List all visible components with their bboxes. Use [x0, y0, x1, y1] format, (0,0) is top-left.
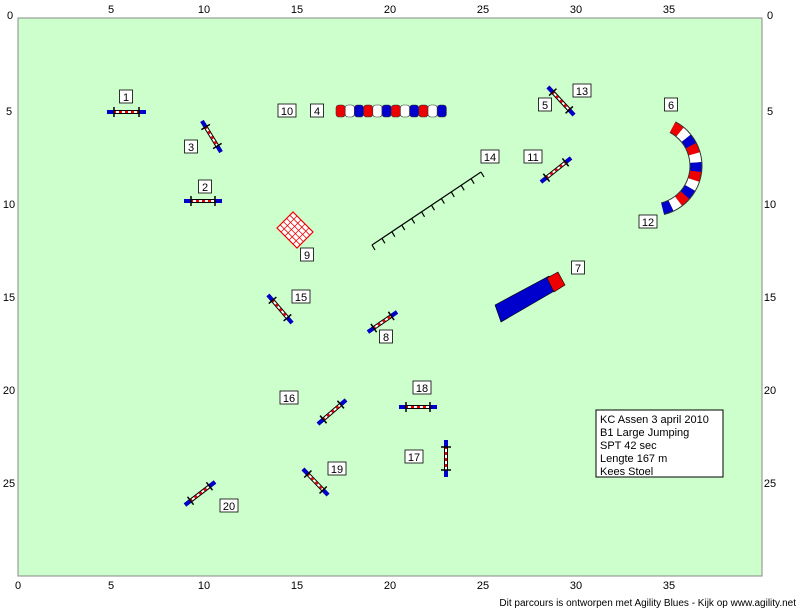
x-tick-label: 25 — [477, 580, 489, 592]
y-tick-label: 20 — [3, 385, 15, 397]
y-tick-label: 10 — [764, 199, 776, 211]
tunnel-segment — [345, 105, 354, 117]
obstacle-number: 12 — [642, 217, 654, 229]
y-tick-label: 5 — [6, 106, 12, 118]
obstacle-number: 18 — [416, 383, 428, 395]
obstacle-number: 7 — [575, 263, 581, 275]
tunnel-segment — [671, 201, 679, 206]
footer: Dit parcours is ontworpen met Agility Bl… — [499, 598, 796, 609]
x-tick-label: 20 — [384, 580, 396, 592]
obstacle-number: 2 — [202, 182, 208, 194]
tunnel-segment — [364, 105, 373, 117]
y-tick-label: 15 — [3, 292, 15, 304]
tunnel-segment — [694, 154, 696, 163]
x-tick-label: 5 — [108, 580, 114, 592]
x-tick-label: 10 — [198, 580, 210, 592]
x-tick-label: 30 — [570, 4, 582, 16]
info-line: Lengte 167 m — [600, 453, 667, 465]
info-line: SPT 42 sec — [600, 440, 657, 452]
obstacle-number: 17 — [408, 452, 420, 464]
y-tick-label: 15 — [764, 292, 776, 304]
obstacle-number: 1 — [123, 92, 129, 104]
obstacle-number: 20 — [223, 501, 235, 513]
info-line: Kees Stoel — [600, 466, 653, 478]
x-tick-label: 5 — [108, 4, 114, 16]
tunnel-segment — [428, 105, 437, 117]
x-tick-label: 35 — [663, 4, 675, 16]
tunnel-segment — [391, 105, 400, 117]
tunnel-segment — [400, 105, 409, 117]
tunnel-segment — [686, 138, 691, 145]
y-tick-label: 25 — [3, 478, 15, 490]
obstacle-number: 8 — [383, 332, 389, 344]
x-tick-label: 15 — [291, 4, 303, 16]
y-tick-label: 20 — [764, 385, 776, 397]
info-line: B1 Large Jumping — [600, 427, 689, 439]
tunnel-segment — [680, 132, 686, 138]
tunnel-segment — [673, 127, 680, 132]
x-tick-label: 15 — [291, 580, 303, 592]
obstacle-number: 6 — [668, 100, 674, 112]
y-tick-label: 25 — [764, 478, 776, 490]
y-tick-label: 0 — [767, 10, 773, 22]
tunnel-segment — [419, 105, 428, 117]
x-tick-label: 0 — [7, 10, 13, 22]
obstacle-number: 15 — [295, 292, 307, 304]
tunnel-segment — [691, 146, 694, 154]
x-tick-label: 20 — [384, 4, 396, 16]
tunnel-segment — [690, 180, 694, 188]
y-tick-label: 5 — [767, 106, 773, 118]
x-tick-label: 0 — [15, 580, 21, 592]
obstacle-number: 10 — [281, 106, 293, 118]
tunnel-segment — [678, 195, 684, 201]
obstacle-number: 5 — [542, 100, 548, 112]
obstacle-number: 19 — [331, 464, 343, 476]
obstacle-number: 3 — [188, 142, 194, 154]
x-tick-label: 30 — [570, 580, 582, 592]
obstacle-number: 16 — [283, 393, 295, 405]
y-tick-label: 10 — [3, 199, 15, 211]
tunnel-segment — [410, 105, 419, 117]
tunnel-segment — [685, 188, 690, 195]
x-tick-label: 25 — [477, 4, 489, 16]
tunnel-segment — [336, 105, 345, 117]
obstacle-number: 9 — [304, 250, 310, 262]
obstacle-number: 11 — [527, 152, 538, 164]
tunnel-segment — [354, 105, 363, 117]
tunnel-segment — [373, 105, 382, 117]
tunnel-segment — [382, 105, 391, 117]
tunnel-segment — [694, 171, 696, 180]
tunnel-segment — [663, 206, 671, 209]
obstacle-number: 13 — [576, 86, 588, 98]
x-tick-label: 35 — [663, 580, 675, 592]
x-tick-label: 10 — [198, 4, 210, 16]
tunnel-segment — [437, 105, 446, 117]
obstacle-number: 4 — [314, 106, 320, 118]
info-line: KC Assen 3 april 2010 — [600, 414, 709, 426]
obstacle-number: 14 — [484, 152, 496, 164]
